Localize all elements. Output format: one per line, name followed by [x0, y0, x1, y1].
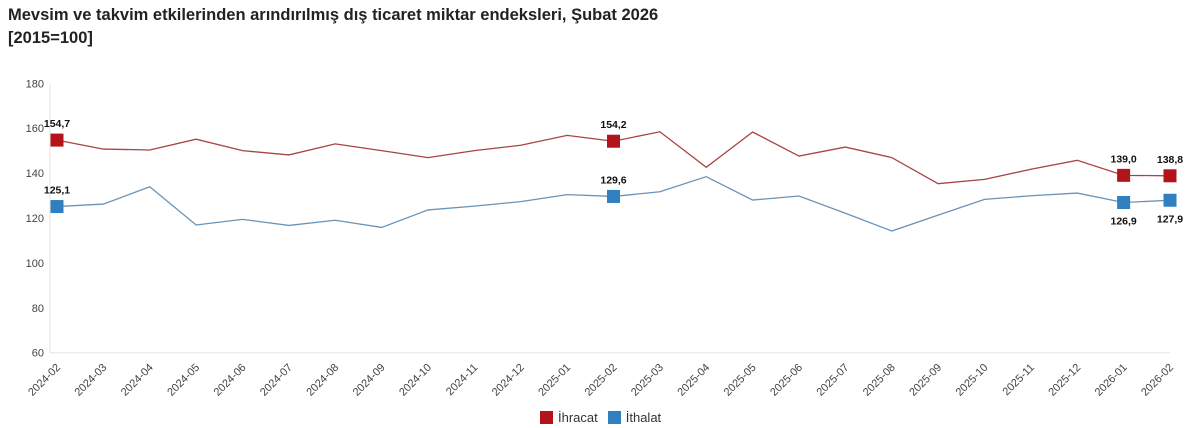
x-tick-label: 2025-05	[722, 362, 759, 399]
x-tick-label: 2024-06	[212, 362, 249, 399]
x-tick-label: 2024-11	[444, 362, 480, 398]
legend-swatch-ithalat	[607, 411, 621, 424]
y-tick-label: 120	[26, 213, 44, 225]
x-tick-label: 2024-10	[397, 362, 434, 399]
data-marker	[1117, 196, 1131, 210]
y-tick-label: 160	[26, 123, 44, 135]
data-label: 139,0	[1110, 153, 1136, 165]
data-marker	[607, 134, 620, 148]
x-tick-label: 2025-07	[814, 362, 851, 399]
data-label: 129,6	[600, 174, 626, 186]
data-marker	[50, 200, 64, 214]
data-marker	[1117, 168, 1131, 182]
x-tick-label: 2025-02	[583, 362, 620, 399]
legend-item-ihracat[interactable]: İhracat	[540, 410, 598, 425]
y-tick-label: 60	[32, 348, 44, 360]
x-tick-label: 2025-08	[861, 362, 898, 399]
x-tick-label: 2025-03	[629, 362, 666, 399]
data-marker	[1163, 193, 1177, 207]
x-tick-label: 2026-01	[1093, 362, 1130, 399]
data-marker	[1163, 169, 1177, 183]
x-tick-label: 2024-12	[490, 362, 527, 399]
data-label: 125,1	[44, 185, 70, 197]
data-label: 154,2	[600, 119, 626, 131]
x-tick-label: 2024-02	[26, 362, 63, 399]
legend-label-ihracat: İhracat	[558, 410, 598, 425]
y-tick-label: 180	[26, 78, 44, 90]
x-tick-label: 2025-04	[675, 362, 712, 399]
y-tick-label: 100	[26, 258, 44, 270]
x-tick-label: 2025-12	[1046, 362, 1083, 399]
x-tick-label: 2024-04	[119, 362, 156, 399]
x-tick-label: 2024-07	[258, 362, 295, 399]
chart-title-text: Mevsim ve takvim etkilerinden arındırılm…	[8, 6, 659, 24]
data-label: 154,7	[44, 118, 70, 130]
x-tick-label: 2025-10	[954, 362, 991, 399]
x-tick-label: 2024-03	[72, 362, 109, 399]
data-label: 138,8	[1157, 154, 1183, 166]
data-marker	[607, 189, 620, 203]
x-tick-label: 2024-09	[351, 362, 388, 399]
chart-subtitle: [2015=100]	[8, 29, 93, 47]
x-tick-label: 2024-08	[304, 362, 341, 399]
data-label: 127,9	[1157, 213, 1183, 225]
legend-label-ithalat: İthalat	[625, 410, 662, 425]
x-tick-label: 2026-02	[1139, 362, 1176, 399]
data-marker	[50, 133, 64, 147]
x-tick-label: 2024-05	[165, 362, 202, 399]
data-label: 126,9	[1110, 216, 1136, 228]
chart-title: Mevsim ve takvim etkilerinden arındırılm…	[8, 4, 658, 50]
legend-swatch-ihracat	[540, 411, 553, 424]
x-tick-label: 2025-09	[907, 362, 944, 399]
y-tick-label: 140	[26, 168, 44, 180]
y-tick-label: 80	[32, 303, 44, 315]
x-tick-label: 2025-01	[536, 362, 573, 399]
x-tick-label: 2025-11	[1001, 362, 1037, 398]
x-tick-label: 2025-06	[768, 362, 805, 399]
legend-item-ithalat[interactable]: İthalat	[607, 410, 662, 425]
legend: İhracat İthalat	[540, 410, 661, 425]
